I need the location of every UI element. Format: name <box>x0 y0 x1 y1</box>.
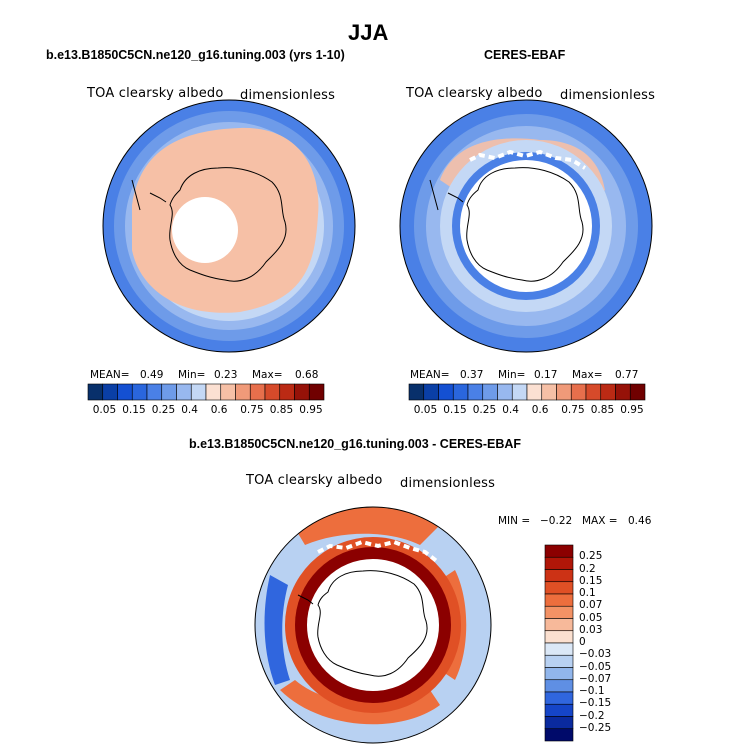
panel-1-min-value: 0.23 <box>214 369 238 381</box>
panel-2-max-label: Max= <box>572 369 603 381</box>
colorbar-tick-label: −0.1 <box>579 685 605 697</box>
colorbar-tick-label: 0.03 <box>579 623 603 636</box>
colorbar-tick-label: 0.6 <box>531 404 549 416</box>
colorbar-swatch <box>544 667 574 681</box>
panel-1-mean-value: 0.49 <box>140 369 164 381</box>
panel-3-antarctica-coastline <box>297 570 428 677</box>
colorbar-swatch <box>544 569 574 583</box>
colorbar-swatch <box>544 691 574 705</box>
colorbar-tick-label: 0.6 <box>210 404 228 416</box>
panel-2-mean-label: MEAN= <box>410 369 450 381</box>
colorbar-tick-label: −0.2 <box>579 709 605 722</box>
colorbar-tick-label: 0.15 <box>122 404 146 416</box>
panel-1-mean-label: MEAN= <box>90 369 130 381</box>
colorbar-tick-label: 0.05 <box>579 611 603 624</box>
colorbar-swatch <box>544 716 574 730</box>
colorbar-tick-label: 0.05 <box>413 404 438 416</box>
panel-2-field-missing-center <box>460 160 592 292</box>
colorbar-tick-label: 0.1 <box>579 587 596 599</box>
panel-3-field-sea-ice-edge <box>317 539 440 564</box>
colorbar-tick-label: 0.25 <box>472 404 497 416</box>
panel-3-field-negative-lobes <box>264 575 290 685</box>
colorbar-swatch <box>544 581 574 595</box>
colorbar-swatch <box>544 544 574 558</box>
panel-3-variable-label: TOA clearsky albedo <box>246 473 383 488</box>
colorbar-tick-label: 0.95 <box>620 404 644 416</box>
panel-1-max-label: Max= <box>252 369 283 381</box>
panel-3-units-label: dimensionless <box>400 476 496 491</box>
panel-2-antarctica-coastline <box>429 167 584 282</box>
panel-3-min-value: −0.22 <box>540 515 573 527</box>
panel-2-units-label: dimensionless <box>560 88 656 103</box>
colorbar-swatch <box>629 383 646 401</box>
colorbar-swatch <box>544 679 574 693</box>
colorbar-tick-label: 0.25 <box>579 550 603 563</box>
panel-2-mean-value: 0.37 <box>460 369 484 381</box>
colorbar-tick-label: 0.4 <box>181 404 198 416</box>
colorbar-swatch <box>544 605 574 619</box>
panel-2-min-value: 0.17 <box>534 369 558 381</box>
colorbar-tick-label: 0.75 <box>240 404 264 416</box>
colorbar-tick-label: 0.25 <box>151 404 176 416</box>
colorbar-tick-label: −0.05 <box>579 660 612 673</box>
colorbar-tick-label: −0.03 <box>579 648 612 661</box>
colorbar-tick-label: 0.85 <box>269 404 294 416</box>
panel-3-title: b.e13.B1850C5CN.ne120_g16.tuning.003 - C… <box>189 437 522 451</box>
panel-2-title: CERES-EBAF <box>484 48 566 62</box>
colorbar-swatch <box>544 593 574 607</box>
colorbar-tick-label: 0 <box>579 636 586 648</box>
panel-3-max-label: MAX = <box>582 515 618 527</box>
panel-1-colorbar <box>87 383 325 401</box>
colorbar-tick-label: 0.4 <box>502 404 519 416</box>
panel-2-field-sea-ice-edge <box>469 149 587 170</box>
figure-title: JJA <box>348 20 389 45</box>
colorbar-tick-label: 0.05 <box>92 404 117 416</box>
colorbar-tick-label: −0.15 <box>579 697 612 710</box>
panel-1-title: b.e13.B1850C5CN.ne120_g16.tuning.003 (yr… <box>46 48 345 62</box>
panel-2-min-label: Min= <box>498 369 526 381</box>
colorbar-tick-label: −0.07 <box>579 672 612 685</box>
colorbar-tick-label: 0.07 <box>579 599 603 612</box>
colorbar-swatch <box>544 703 574 717</box>
colorbar-swatch <box>544 728 574 742</box>
colorbar-tick-label: 0.95 <box>299 404 323 416</box>
colorbar-tick-label: 0.75 <box>561 404 585 416</box>
panel-3-min-label: MIN = <box>498 515 531 527</box>
colorbar-tick-label: 0.15 <box>579 574 603 587</box>
panel-1-min-label: Min= <box>178 369 206 381</box>
colorbar-tick-label: −0.25 <box>579 721 612 734</box>
colorbar-swatch <box>308 383 325 401</box>
panel-2-variable-label: TOA clearsky albedo <box>406 86 543 101</box>
colorbar-swatch <box>544 642 574 656</box>
panel-3-colorbar <box>544 544 574 742</box>
colorbar-tick-label: 0.2 <box>579 562 596 575</box>
colorbar-tick-label: 0.85 <box>590 404 615 416</box>
colorbar-swatch <box>544 654 574 668</box>
panel-1-max-value: 0.68 <box>295 369 319 381</box>
colorbar-swatch <box>544 618 574 632</box>
colorbar-swatch <box>544 630 574 644</box>
panel-1-units-label: dimensionless <box>240 88 336 103</box>
colorbar-swatch <box>544 556 574 570</box>
panel-2-colorbar <box>408 383 646 401</box>
panel-2-max-value: 0.77 <box>615 369 639 381</box>
panel-3-max-value: 0.46 <box>628 515 652 527</box>
panel-1-antarctica-coastline <box>131 167 287 282</box>
panel-1-variable-label: TOA clearsky albedo <box>87 86 224 101</box>
panel-1-field-pole-gap <box>172 197 238 263</box>
panel-3-field-missing-center <box>307 559 439 691</box>
colorbar-tick-label: 0.15 <box>443 404 467 416</box>
